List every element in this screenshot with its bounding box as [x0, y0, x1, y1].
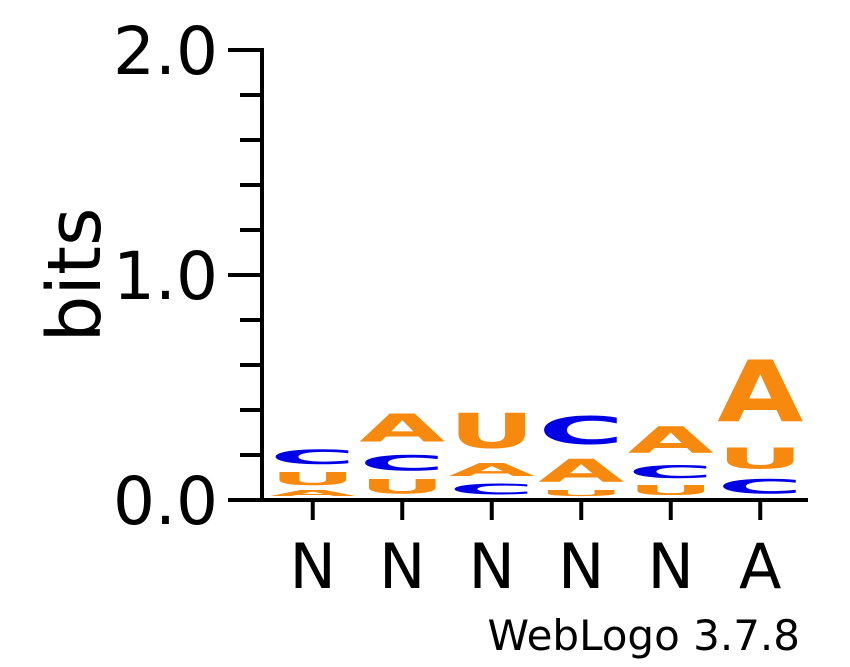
logo-letter-a: A	[628, 419, 714, 462]
y-axis-label: bits	[32, 207, 118, 342]
x-tick-label: A	[739, 530, 781, 603]
logo-letter-c: C	[359, 451, 445, 476]
logo-letter-c: C	[717, 476, 803, 498]
y-ticks: 0.0 1.0 2.0	[113, 13, 262, 540]
logo-letter-u: U	[270, 469, 356, 489]
logo-letter-u: U	[628, 482, 714, 498]
logo-letter-c: C	[628, 462, 714, 482]
logo-letter-a: A	[449, 460, 536, 480]
logo-letter-u: U	[359, 475, 445, 497]
x-tick-label: N	[469, 530, 515, 603]
logo-letter-u: U	[717, 442, 803, 475]
logo-letter-c: C	[270, 446, 356, 468]
x-tick-label: N	[648, 530, 694, 603]
logo-letter-c: C	[538, 408, 624, 453]
logo-letter-u: U	[538, 489, 624, 498]
x-tick-label: N	[379, 530, 425, 603]
logo-letter-c: C	[449, 480, 535, 498]
x-tick-label: N	[290, 530, 336, 603]
x-tick-label: N	[558, 530, 604, 603]
logo-letter-a: A	[359, 406, 445, 451]
y-tick-label: 1.0	[113, 238, 218, 315]
logo-letter-u: U	[449, 404, 535, 460]
logo-letter-a: A	[270, 489, 356, 498]
weblogo-credit: WebLogo 3.7.8	[488, 611, 801, 660]
y-tick-label: 0.0	[113, 463, 218, 540]
logo-letter-a: A	[717, 343, 803, 442]
logo-letter-a: A	[538, 453, 624, 489]
y-tick-label: 2.0	[113, 13, 218, 90]
